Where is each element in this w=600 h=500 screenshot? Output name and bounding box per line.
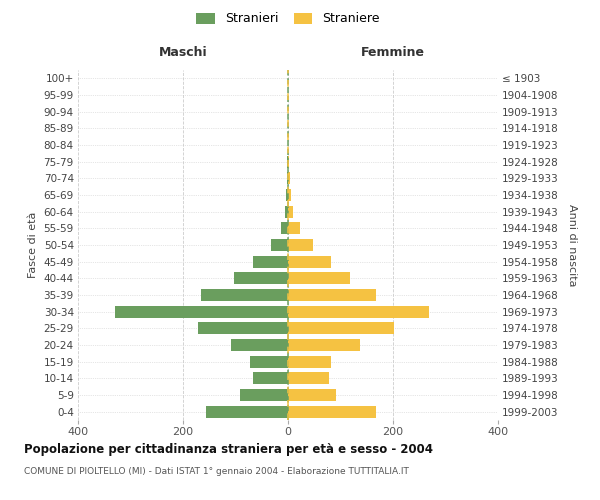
Bar	[288, 372, 329, 384]
Bar	[271, 239, 288, 251]
Text: Popolazione per cittadinanza straniera per età e sesso - 2004: Popolazione per cittadinanza straniera p…	[24, 442, 433, 456]
Bar	[288, 189, 290, 201]
Bar	[206, 406, 288, 417]
Y-axis label: Fasce di età: Fasce di età	[28, 212, 38, 278]
Legend: Stranieri, Straniere: Stranieri, Straniere	[193, 8, 383, 29]
Bar	[235, 272, 288, 284]
Text: Maschi: Maschi	[158, 46, 208, 60]
Bar	[288, 206, 293, 218]
Bar	[232, 339, 288, 351]
Bar	[253, 256, 288, 268]
Bar	[281, 222, 288, 234]
Bar	[288, 239, 313, 251]
Bar	[285, 206, 288, 218]
Bar	[288, 256, 331, 268]
Bar	[288, 289, 376, 301]
Bar	[288, 222, 299, 234]
Bar	[240, 389, 288, 401]
Text: Femmine: Femmine	[361, 46, 425, 60]
Bar	[198, 322, 288, 334]
Bar	[250, 356, 288, 368]
Bar	[287, 172, 288, 184]
Bar	[286, 189, 288, 201]
Bar	[288, 272, 350, 284]
Bar	[115, 306, 288, 318]
Bar	[288, 172, 290, 184]
Y-axis label: Anni di nascita: Anni di nascita	[567, 204, 577, 286]
Bar	[202, 289, 288, 301]
Bar	[288, 339, 361, 351]
Bar	[288, 322, 394, 334]
Bar	[288, 406, 376, 417]
Bar	[288, 306, 429, 318]
Bar	[253, 372, 288, 384]
Bar	[288, 356, 331, 368]
Text: COMUNE DI PIOLTELLO (MI) - Dati ISTAT 1° gennaio 2004 - Elaborazione TUTTITALIA.: COMUNE DI PIOLTELLO (MI) - Dati ISTAT 1°…	[24, 468, 409, 476]
Bar	[288, 389, 337, 401]
